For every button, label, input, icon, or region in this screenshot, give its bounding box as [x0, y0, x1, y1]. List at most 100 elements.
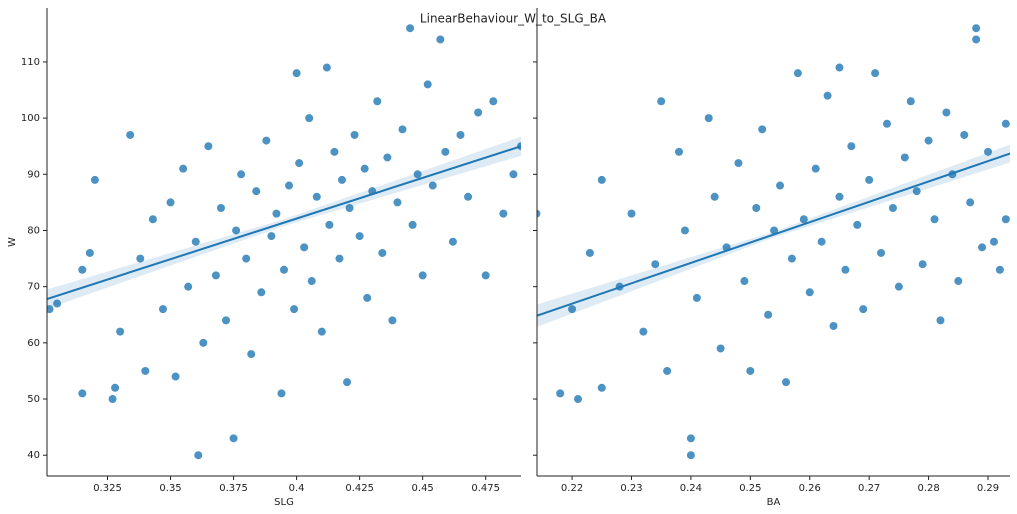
point	[811, 164, 820, 173]
point	[53, 299, 62, 308]
x-tick-label: 0.28	[917, 483, 939, 494]
point	[805, 288, 814, 297]
x-tick-label: 0.35	[159, 483, 181, 494]
point	[841, 265, 850, 274]
point	[489, 97, 498, 106]
point	[651, 260, 660, 269]
point	[770, 226, 779, 235]
point	[116, 327, 125, 336]
y-tick-label: 110	[21, 57, 40, 68]
point	[285, 181, 294, 190]
point	[888, 204, 897, 213]
point	[229, 434, 238, 443]
plot-area	[47, 24, 521, 460]
y-tick-label: 50	[27, 394, 40, 405]
point	[989, 237, 998, 246]
point	[627, 209, 636, 218]
point	[330, 147, 339, 156]
x-tick-label: 0.425	[345, 483, 374, 494]
point	[428, 181, 437, 190]
point	[47, 305, 54, 314]
x-tick-label: 0.25	[739, 483, 761, 494]
y-tick-label: 70	[27, 282, 40, 293]
point	[1001, 119, 1010, 128]
x-tick-label: 0.26	[799, 483, 821, 494]
figure-title: LinearBehaviour_W_to_SLG_BA	[420, 12, 607, 26]
x-tick-label: 0.475	[471, 483, 500, 494]
point	[894, 282, 903, 291]
regression-line	[47, 145, 521, 300]
confidence-band	[537, 144, 1010, 327]
point	[216, 204, 225, 213]
point	[936, 316, 945, 325]
point	[877, 248, 886, 257]
point	[859, 305, 868, 314]
point	[847, 142, 856, 151]
point	[464, 192, 473, 201]
point	[408, 220, 417, 229]
point	[835, 192, 844, 201]
point	[295, 159, 304, 168]
point	[393, 198, 402, 207]
point	[954, 277, 963, 286]
point	[257, 288, 266, 297]
point	[337, 175, 346, 184]
point	[663, 366, 672, 375]
point	[639, 327, 648, 336]
point	[972, 35, 981, 44]
point	[456, 130, 465, 139]
point	[597, 175, 606, 184]
point	[350, 130, 359, 139]
point	[247, 350, 256, 359]
point	[335, 254, 344, 263]
point	[78, 389, 87, 398]
point	[436, 35, 445, 44]
point	[960, 130, 969, 139]
point	[148, 215, 157, 224]
point	[280, 265, 288, 274]
point	[373, 97, 382, 106]
point	[835, 63, 844, 72]
x-tick-label: 0.23	[620, 483, 642, 494]
x-tick-label: 0.22	[561, 483, 583, 494]
point	[746, 366, 755, 375]
point	[378, 248, 387, 257]
point	[776, 181, 785, 190]
point	[499, 209, 508, 218]
point	[267, 232, 276, 241]
point	[448, 237, 457, 246]
point	[556, 389, 565, 398]
point	[704, 114, 713, 123]
point	[204, 142, 213, 151]
point	[355, 232, 364, 241]
point	[853, 220, 862, 229]
point	[290, 305, 299, 314]
point	[360, 164, 369, 173]
point	[657, 97, 666, 106]
point	[597, 383, 606, 392]
point	[686, 451, 695, 460]
point	[568, 305, 577, 314]
point	[740, 277, 749, 286]
point	[509, 170, 518, 179]
point	[184, 282, 193, 291]
point	[918, 260, 927, 269]
point	[764, 310, 773, 319]
point	[882, 119, 891, 128]
point	[398, 125, 407, 134]
point	[141, 366, 150, 375]
point	[942, 108, 951, 117]
point	[799, 215, 808, 224]
point	[111, 383, 120, 392]
point	[388, 316, 397, 325]
y-tick-label: 60	[27, 338, 40, 349]
point	[972, 24, 981, 33]
point	[829, 321, 838, 330]
point	[325, 220, 334, 229]
point	[305, 114, 314, 123]
x-tick-label: 0.29	[977, 483, 999, 494]
x-tick-label: 0.4	[289, 483, 305, 494]
point	[984, 147, 993, 156]
point	[574, 395, 583, 404]
